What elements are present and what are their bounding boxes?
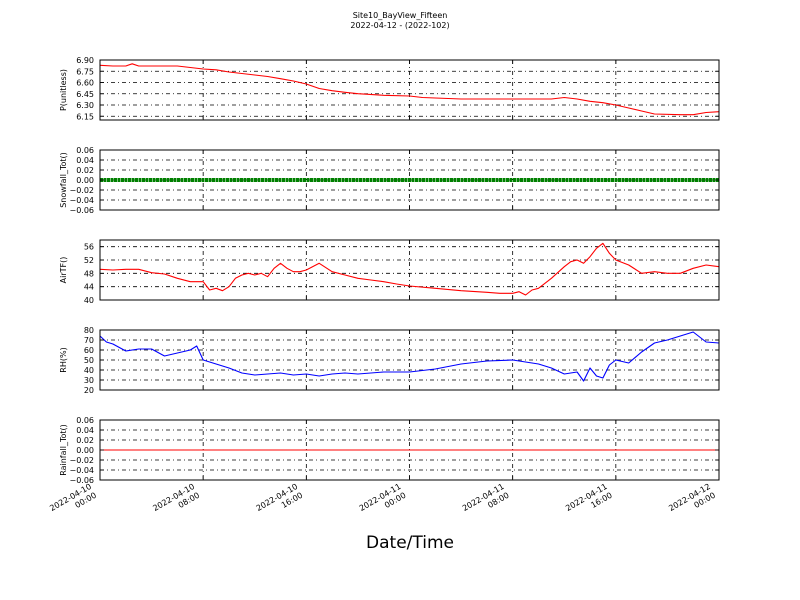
x-tick-label: 2022-04-1116:00	[564, 482, 614, 522]
y-axis-label: RH(%)	[59, 347, 68, 372]
y-tick-label: 56	[84, 243, 94, 252]
y-tick-label: 0.00	[76, 446, 94, 455]
chart-panel-2: 0.060.040.020.00−0.02−0.04−0.06Snowfall_…	[59, 146, 720, 215]
y-tick-label: 52	[84, 256, 94, 265]
chart-subtitle: 2022-04-12 - (2022-102)	[350, 21, 450, 30]
y-tick-label: 20	[84, 386, 94, 395]
y-tick-label: 6.15	[76, 112, 94, 121]
y-tick-label: 70	[84, 336, 94, 345]
y-tick-label: −0.06	[69, 206, 94, 215]
chart-panel-5: 0.060.040.020.00−0.02−0.04−0.06Rainfall_…	[59, 416, 720, 485]
y-tick-label: 30	[84, 376, 94, 385]
y-tick-label: 80	[84, 326, 94, 335]
y-tick-label: 0.02	[76, 436, 94, 445]
y-tick-label: 6.45	[76, 90, 94, 99]
x-tick-label: 2022-04-1000:00	[48, 482, 98, 522]
y-tick-label: 6.60	[76, 79, 94, 88]
y-tick-label: −0.04	[69, 466, 94, 475]
y-axis-label: Snowfall_Tot()	[59, 152, 68, 208]
y-axis-label: AirTF()	[59, 257, 68, 284]
y-tick-label: 40	[84, 366, 94, 375]
y-tick-label: 0.02	[76, 166, 94, 175]
x-tick-label: 2022-04-1100:00	[358, 482, 408, 522]
y-tick-label: 0.06	[76, 416, 94, 425]
y-tick-label: 6.75	[76, 67, 94, 76]
y-tick-label: 6.90	[76, 56, 94, 65]
series-line	[99, 242, 720, 296]
series-line	[99, 331, 720, 382]
chart-title: Site10_BayView_Fifteen	[352, 11, 448, 20]
chart-panel-3: 56 52 48 44 40 AirTF()	[59, 239, 720, 305]
x-tick-label: 2022-04-1200:00	[667, 482, 717, 522]
y-tick-label: 0.04	[76, 426, 94, 435]
y-tick-label: 48	[84, 269, 94, 278]
y-tick-label: 60	[84, 346, 94, 355]
y-tick-label: 40	[84, 296, 94, 305]
y-tick-label: −0.04	[69, 196, 94, 205]
x-axis-label: Date/Time	[366, 533, 454, 553]
y-axis-label: Rainfall_Tot()	[59, 424, 68, 476]
y-tick-label: 50	[84, 356, 94, 365]
series-line	[99, 63, 720, 116]
y-tick-label: −0.02	[69, 456, 94, 465]
x-tick-label: 2022-04-1108:00	[461, 482, 511, 522]
y-axis-label: P(unitless)	[59, 69, 68, 111]
y-tick-label: 0.00	[76, 176, 94, 185]
y-tick-label: 6.30	[76, 101, 94, 110]
x-tick-labels: 2022-04-1000:00 2022-04-1008:00 2022-04-10…	[48, 482, 717, 522]
y-tick-label: 0.06	[76, 146, 94, 155]
y-tick-label: 44	[84, 283, 94, 292]
chart-panel-1: 6.90 6.75 6.60 6.45 6.30 6.15 P(unitless)	[59, 56, 720, 121]
x-tick-label: 2022-04-1008:00	[151, 482, 201, 522]
y-tick-label: −0.02	[69, 186, 94, 195]
x-tick-label: 2022-04-1016:00	[255, 482, 305, 522]
y-tick-label: 0.04	[76, 156, 94, 165]
y-tick-label: −0.06	[69, 476, 94, 485]
